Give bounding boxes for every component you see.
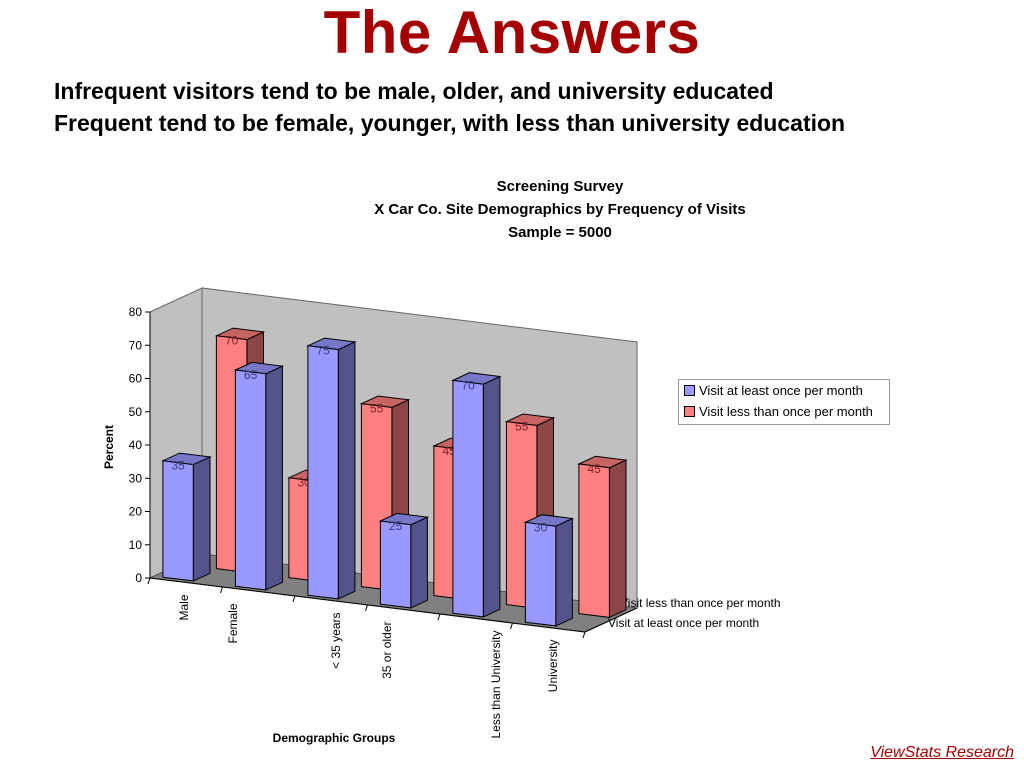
bar-front [379,520,412,609]
bar-frequent [378,512,430,609]
category-label: 35 or older [380,622,394,679]
x-tick [365,604,368,612]
bar-side [410,516,428,609]
bar-value-label: 75 [316,344,330,358]
bar-value-label: 35 [171,459,185,473]
bar-side [608,459,627,619]
bar-front [307,345,339,600]
x-tick [510,622,513,630]
chart-sample-size: Sample = 5000 [508,224,612,241]
x-tick [147,577,151,585]
bar-infrequent [577,455,628,619]
bar-frequent [161,452,212,582]
bar-frequent [233,361,285,591]
y-tick-label: 20 [129,505,143,519]
bar-side [265,365,283,591]
category-label: University [546,640,560,693]
finding-infrequent: Infrequent visitors tend to be male, old… [54,78,774,104]
y-tick-label: 0 [135,571,142,585]
legend-label-frequent: Visit at least once per month [699,383,863,398]
legend-swatch-frequent [684,385,695,396]
bar-frequent [523,514,575,627]
bar-side [482,375,501,618]
bar-value-label: 65 [244,368,258,382]
category-label: < 35 years [329,613,343,669]
category-label: Female [226,603,240,643]
bar-side [555,517,573,627]
y-tick-label: 70 [129,338,143,352]
depth-label-back: Visit less than once per month [620,596,781,610]
y-tick-label: 60 [129,372,143,386]
depth-label-front: Visit at least once per month [608,616,759,630]
depth-axis-line [584,607,638,633]
x-tick [582,631,586,639]
bar-value-label: 70 [225,334,239,348]
bar-side [337,341,356,600]
bar-frequent [451,372,502,618]
bar-value-label: 55 [370,402,384,416]
y-tick-label: 50 [129,405,143,419]
y-tick-label: 40 [129,438,143,452]
y-axis-title: Percent [102,425,116,469]
finding-frequent: Frequent tend to be female, younger, wit… [54,110,846,136]
bar-front [524,521,557,627]
chart-subtitle: X Car Co. Site Demographics by Frequency… [374,201,746,218]
category-label: Male [177,594,191,620]
bar-front [578,463,610,618]
chart-title: Screening Survey [496,178,624,195]
bar-value-label: 55 [515,420,529,434]
legend-item-frequent: Visit at least once per month [684,383,863,398]
bar-value-label: 25 [389,519,403,533]
bar-value-label: 30 [534,520,548,534]
x-tick [437,613,441,621]
y-tick-label: 10 [129,538,143,552]
x-axis-title: Demographic Groups [273,731,396,745]
bar-value-label: 45 [587,462,601,476]
bar-front [234,369,267,591]
x-tick [220,586,223,594]
legend-label-infrequent: Visit less than once per month [699,404,873,419]
chart-legend: Visit at least once per month Visit less… [678,379,890,425]
viewstats-research-link[interactable]: ViewStats Research [870,744,1014,761]
bar-frequent [306,337,357,600]
category-label: Less than University [489,631,503,739]
slide-title: The Answers [323,0,701,66]
y-tick-label: 80 [129,305,143,319]
bar-front [452,379,484,618]
bar-front [162,460,194,582]
legend-swatch-infrequent [684,406,695,417]
y-tick-label: 30 [129,471,143,485]
bar-value-label: 70 [461,378,475,392]
x-tick [292,595,296,603]
legend-item-infrequent: Visit less than once per month [684,404,873,419]
bar-side [192,456,211,582]
